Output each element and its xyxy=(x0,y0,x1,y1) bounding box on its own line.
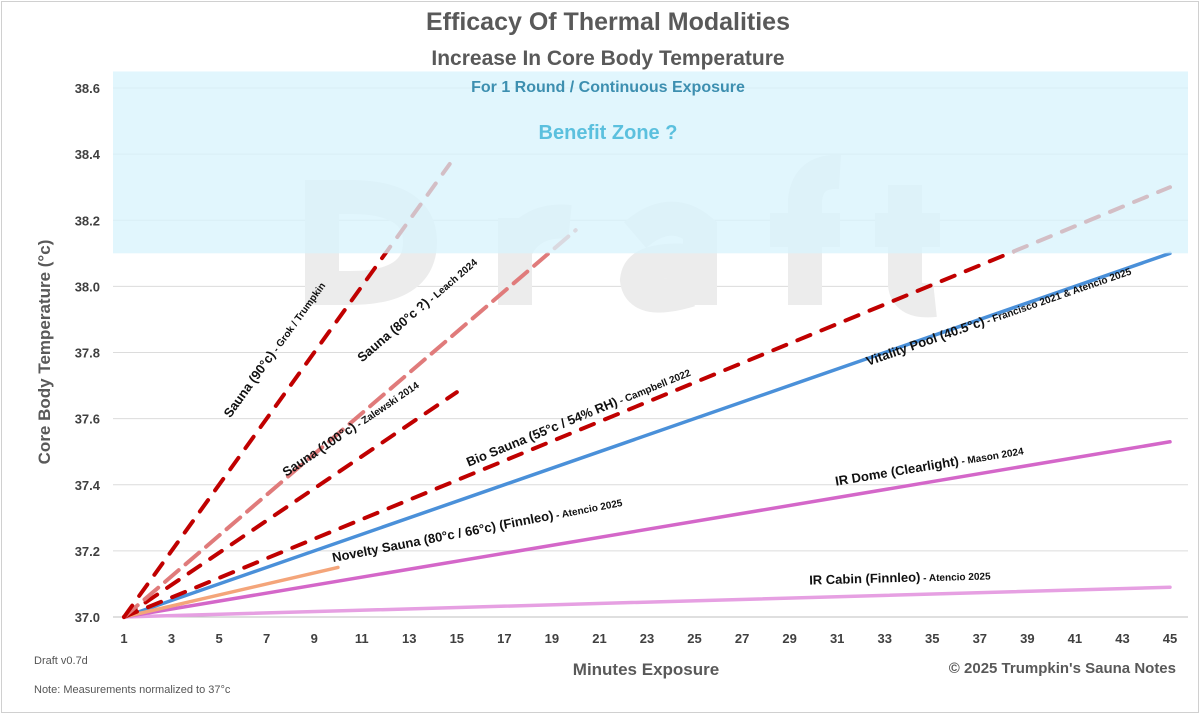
chart-title: Efficacy Of Thermal Modalities xyxy=(426,8,790,36)
zone-label: Benefit Zone ? xyxy=(539,122,678,144)
x-tick-label: 43 xyxy=(1115,631,1129,646)
x-tick-label: 11 xyxy=(355,631,369,646)
x-tick-label: 45 xyxy=(1163,631,1177,646)
series-source: - Atencio 2025 xyxy=(552,498,623,522)
y-axis-label: Core Body Temperature (°c) xyxy=(35,240,54,465)
x-tick-label: 25 xyxy=(687,631,701,646)
x-tick-label: 29 xyxy=(782,631,796,646)
series-name: Sauna (80°c ?) xyxy=(354,295,432,365)
x-tick-label: 37 xyxy=(973,631,987,646)
y-tick-label: 38.6 xyxy=(75,81,100,96)
y-tick-label: 38.2 xyxy=(75,213,100,228)
series-line xyxy=(122,228,578,619)
series-line xyxy=(122,390,459,619)
series-source: - Grok / Trumpkin xyxy=(269,281,328,357)
benefit-zone xyxy=(113,71,1188,254)
x-tick-label: 13 xyxy=(402,631,416,646)
x-tick-label: 15 xyxy=(450,631,464,646)
series-name: Vitality Pool (40.5°c) xyxy=(864,314,986,369)
series-source: - Francisco 2021 & Atencio 2025 xyxy=(983,266,1134,328)
series-source: - Leach 2024 xyxy=(425,257,480,306)
y-tick-label: 38.4 xyxy=(75,147,101,162)
x-tick-label: 41 xyxy=(1068,631,1082,646)
series-line xyxy=(122,251,1172,619)
x-tick-label: 1 xyxy=(120,631,127,646)
y-tick-label: 37.4 xyxy=(75,478,101,493)
x-tick-label: 23 xyxy=(640,631,654,646)
y-tick-label: 37.6 xyxy=(75,412,100,427)
x-tick-label: 7 xyxy=(263,631,270,646)
series-line xyxy=(122,185,1172,619)
series-label: IR Cabin (Finnleo) - Atencio 2025 xyxy=(809,567,991,587)
series-label: Bio Sauna (55°c / 54% RH) - Campbell 202… xyxy=(464,364,693,470)
x-axis-label: Minutes Exposure xyxy=(573,660,719,679)
x-tick-label: 27 xyxy=(735,631,749,646)
x-tick-label: 3 xyxy=(168,631,175,646)
series-source: - Mason 2024 xyxy=(958,446,1025,468)
series-name: Bio Sauna (55°c / 54% RH) xyxy=(464,394,620,469)
series-name: IR Cabin (Finnleo) xyxy=(809,569,921,587)
x-tick-label: 17 xyxy=(497,631,511,646)
x-tick-label: 9 xyxy=(311,631,318,646)
axis-ticks: 37.037.237.437.637.838.038.238.438.61 3 5 7… xyxy=(75,81,1178,646)
x-tick-label: 19 xyxy=(545,631,559,646)
series-name: Sauna (100°c) xyxy=(280,419,359,479)
series-lines xyxy=(122,162,1172,619)
x-tick-label: 31 xyxy=(830,631,844,646)
y-tick-label: 37.8 xyxy=(75,346,100,361)
series-line xyxy=(122,565,340,619)
series-line xyxy=(122,162,452,619)
x-tick-label: 21 xyxy=(592,631,606,646)
x-tick-label: 33 xyxy=(877,631,891,646)
copyright: © 2025 Trumpkin's Sauna Notes xyxy=(949,660,1176,677)
series-name: Sauna (90°c) xyxy=(220,348,278,420)
x-tick-label: 5 xyxy=(215,631,222,646)
version-label: Draft v0.7d xyxy=(34,655,88,667)
series-line xyxy=(122,440,1172,619)
x-tick-label: 39 xyxy=(1020,631,1034,646)
y-tick-label: 38.0 xyxy=(75,279,100,294)
series-label: Sauna (90°c) - Grok / Trumpkin xyxy=(220,279,328,421)
note: Note: Measurements normalized to 37°c xyxy=(34,684,231,696)
series-name: IR Dome (Clearlight) xyxy=(834,453,960,488)
zone-caption: For 1 Round / Continuous Exposure xyxy=(471,79,745,96)
series-source: - Atencio 2025 xyxy=(920,571,991,584)
y-tick-label: 37.2 xyxy=(75,544,100,559)
series-line xyxy=(122,585,1172,619)
x-tick-label: 35 xyxy=(925,631,939,646)
chart-subtitle: Increase In Core Body Temperature xyxy=(431,47,784,70)
y-tick-label: 37.0 xyxy=(75,610,100,625)
